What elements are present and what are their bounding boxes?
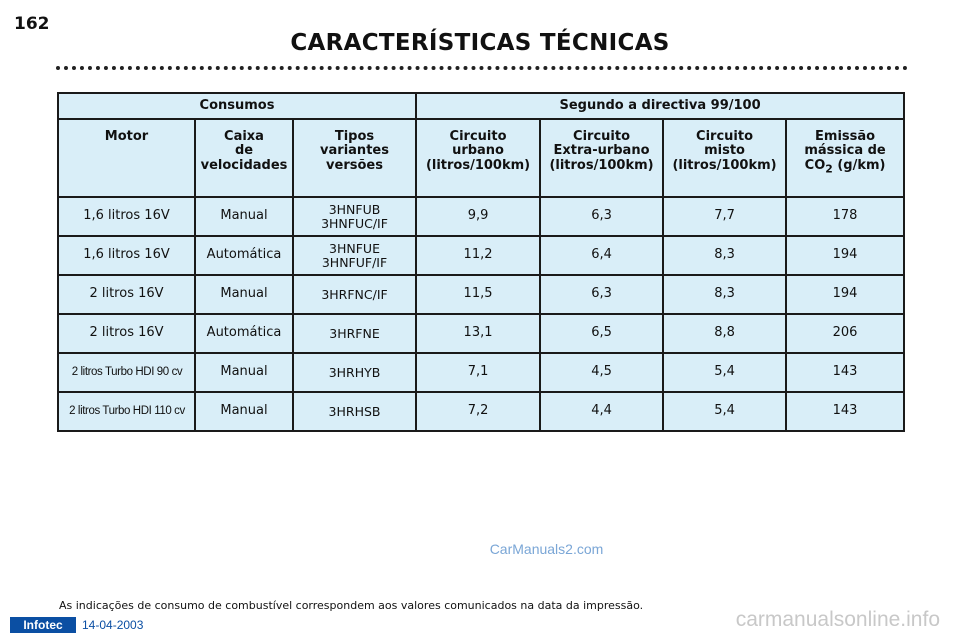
header-variants: Tipos variantes versões bbox=[291, 118, 418, 198]
header-urban: Circuito urbano (litros/100km) bbox=[415, 118, 542, 198]
cell-co2: 206 bbox=[785, 313, 906, 354]
co2-subscript: 2 bbox=[825, 162, 833, 176]
cell-extra-urban: 6,4 bbox=[539, 235, 665, 276]
variant-line: 3HNFUC/IF bbox=[321, 215, 388, 231]
header-line: versões bbox=[326, 157, 383, 173]
cell-co2: 194 bbox=[785, 274, 906, 315]
cell-variant: 3HRHYB bbox=[291, 352, 418, 393]
header-line: Circuito bbox=[573, 129, 631, 144]
header-line: de bbox=[234, 143, 254, 159]
header-line: urbano bbox=[452, 143, 504, 159]
cell-mixed: 5,4 bbox=[662, 391, 788, 432]
cell-co2: 143 bbox=[785, 352, 906, 393]
group-directive: Segundo a directiva 99/100 bbox=[415, 92, 906, 120]
variant-line: 3HNFUF/IF bbox=[321, 254, 388, 270]
variant-line: 3HNFUE bbox=[329, 240, 380, 256]
header-emission: Emissão mássica de CO2 (g/km) bbox=[785, 118, 906, 198]
cell-extra-urban: 6,5 bbox=[539, 313, 665, 354]
co2-unit: (g/km) bbox=[832, 157, 886, 173]
cell-mixed: 8,8 bbox=[662, 313, 788, 354]
cell-mixed: 5,4 bbox=[662, 352, 788, 393]
table-column-header: Motor Caixa de velocidades Tipos variant… bbox=[57, 118, 906, 198]
header-line: Circuito bbox=[449, 129, 507, 144]
cell-motor: 2 litros 16V bbox=[57, 313, 196, 354]
cell-motor: 2 litros 16V bbox=[57, 274, 196, 315]
table-row: 2 litros Turbo HDI 90 cv Manual 3HRHYB 7… bbox=[57, 352, 906, 393]
page-number: 162 bbox=[14, 14, 50, 34]
cell-motor: 2 litros Turbo HDI 90 cv bbox=[57, 352, 196, 393]
cell-gearbox: Manual bbox=[194, 352, 294, 393]
cell-motor: 1,6 litros 16V bbox=[57, 235, 196, 276]
cell-variant: 3HNFUE 3HNFUF/IF bbox=[291, 235, 418, 276]
cell-urban: 7,2 bbox=[415, 391, 542, 432]
header-gearbox: Caixa de velocidades bbox=[194, 118, 294, 198]
table-row: 1,6 litros 16V Automática 3HNFUE 3HNFUF/I… bbox=[57, 235, 906, 276]
cell-variant: 3HNFUB 3HNFUC/IF bbox=[291, 196, 418, 237]
footnote: As indicações de consumo de combustível … bbox=[59, 599, 644, 612]
cell-urban: 13,1 bbox=[415, 313, 542, 354]
header-line: mássica de bbox=[804, 143, 886, 159]
cell-variant: 3HRFNC/IF bbox=[291, 274, 418, 315]
cell-gearbox: Manual bbox=[194, 196, 294, 237]
cell-urban: 11,2 bbox=[415, 235, 542, 276]
cell-variant: 3HRHSB bbox=[291, 391, 418, 432]
header-line: Extra-urbano bbox=[553, 143, 650, 159]
cell-motor: 1,6 litros 16V bbox=[57, 196, 196, 237]
header-line: velocidades bbox=[200, 157, 288, 173]
cell-urban: 11,5 bbox=[415, 274, 542, 315]
cell-variant: 3HRFNE bbox=[291, 313, 418, 354]
cell-gearbox: Manual bbox=[194, 391, 294, 432]
cell-co2: 143 bbox=[785, 391, 906, 432]
cell-mixed: 8,3 bbox=[662, 235, 788, 276]
co2-label: CO bbox=[804, 157, 826, 173]
cell-gearbox: Automática bbox=[194, 235, 294, 276]
cell-extra-urban: 4,4 bbox=[539, 391, 665, 432]
group-consumos: Consumos bbox=[56, 92, 418, 120]
variant-line: 3HNFUB bbox=[328, 201, 381, 217]
header-line: variantes bbox=[320, 143, 389, 159]
cell-urban: 7,1 bbox=[415, 352, 542, 393]
cell-mixed: 7,7 bbox=[662, 196, 788, 237]
cell-co2: 194 bbox=[785, 235, 906, 276]
cell-mixed: 8,3 bbox=[662, 274, 788, 315]
table-row: 1,6 litros 16V Manual 3HNFUB 3HNFUC/IF 9,… bbox=[57, 196, 906, 237]
header-line: CO2 (g/km) bbox=[804, 157, 886, 176]
header-line: (litros/100km) bbox=[425, 157, 531, 173]
table-row: 2 litros 16V Manual 3HRFNC/IF 11,5 6,3 8… bbox=[57, 274, 906, 315]
header-line: Emissão bbox=[815, 129, 876, 144]
table-group-header: Consumos Segundo a directiva 99/100 bbox=[56, 92, 906, 120]
header-line: Tipos bbox=[334, 129, 375, 144]
header-line: Circuito bbox=[696, 129, 754, 144]
header-motor: Motor bbox=[57, 118, 196, 198]
cell-gearbox: Automática bbox=[194, 313, 294, 354]
brand-logo: Infotec bbox=[10, 617, 76, 633]
header-line: (litros/100km) bbox=[549, 157, 654, 173]
cell-extra-urban: 6,3 bbox=[539, 274, 665, 315]
site-watermark: carmanualsonline.info bbox=[735, 608, 940, 631]
table-row: 2 litros 16V Automática 3HRFNE 13,1 6,5 … bbox=[57, 313, 906, 354]
watermark-text: CarManuals2.com bbox=[489, 541, 604, 557]
header-line: Caixa bbox=[224, 129, 264, 144]
cell-gearbox: Manual bbox=[194, 274, 294, 315]
page-title: CARACTERÍSTICAS TÉCNICAS bbox=[290, 30, 670, 56]
cell-urban: 9,9 bbox=[415, 196, 542, 237]
header-mixed: Circuito misto (litros/100km) bbox=[662, 118, 788, 198]
cell-co2: 178 bbox=[785, 196, 906, 237]
print-date: 14-04-2003 bbox=[82, 618, 144, 632]
header-line: (litros/100km) bbox=[672, 157, 777, 173]
header-extra-urban: Circuito Extra-urbano (litros/100km) bbox=[539, 118, 665, 198]
header-line: misto bbox=[704, 143, 745, 159]
table-row: 2 litros Turbo HDI 110 cv Manual 3HRHSB … bbox=[57, 391, 906, 432]
consumption-table: Consumos Segundo a directiva 99/100 Moto… bbox=[56, 92, 906, 432]
cell-extra-urban: 6,3 bbox=[539, 196, 665, 237]
cell-extra-urban: 4,5 bbox=[539, 352, 665, 393]
cell-motor: 2 litros Turbo HDI 110 cv bbox=[57, 391, 196, 432]
dotted-divider bbox=[56, 66, 908, 70]
